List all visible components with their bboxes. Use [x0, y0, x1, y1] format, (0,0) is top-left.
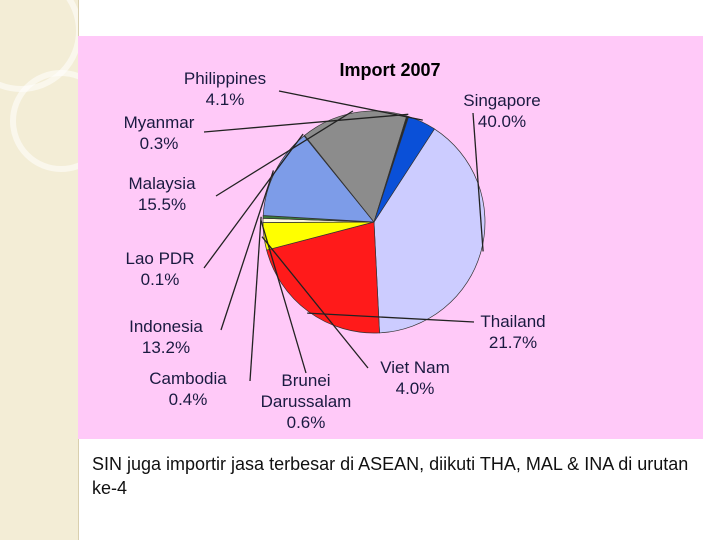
leader-line [307, 312, 475, 323]
slice-label-singapore: Singapore 40.0% [463, 91, 541, 131]
slice-label-myanmar: Myanmar 0.3% [124, 113, 195, 153]
leader-line [261, 236, 369, 369]
slice-label-philippines: Philippines 4.1% [184, 69, 266, 109]
slice-label-indonesia: Indonesia 13.2% [129, 317, 203, 357]
leader-line [260, 220, 307, 374]
pie-chart: Import 2007 Singapore 40.0% Thailand 21.7% V… [124, 60, 546, 432]
leader-line [215, 110, 354, 197]
decorative-ring [10, 70, 78, 172]
leader-line [203, 133, 304, 269]
leader-line [249, 216, 262, 382]
slice-label-viet-nam: Viet Nam 4.0% [380, 358, 450, 398]
chart-title: Import 2007 [339, 60, 440, 80]
leader-line [278, 90, 423, 121]
slice-label-cambodia: Cambodia 0.4% [149, 369, 227, 409]
slice-label-thailand: Thailand 21.7% [480, 312, 545, 352]
leader-line [472, 112, 484, 252]
pie-slice-thailand [266, 221, 380, 334]
slide-caption: SIN juga importir jasa terbesar di ASEAN… [92, 454, 689, 498]
slice-label-malaysia: Malaysia 15.5% [128, 174, 196, 214]
slice-label-brunei-darussalam: Brunei Darussalam 0.6% [261, 371, 352, 432]
pie-slice-philippines [373, 116, 435, 223]
leader-line [203, 113, 409, 133]
chart-panel: Import 2007 Singapore 40.0% Thailand 21.7% V… [78, 36, 703, 439]
slice-label-lao-pdr: Lao PDR 0.1% [126, 249, 195, 289]
decorative-side-strip [0, 0, 79, 540]
leader-line [220, 170, 275, 331]
pie-slice-malaysia [304, 110, 408, 223]
